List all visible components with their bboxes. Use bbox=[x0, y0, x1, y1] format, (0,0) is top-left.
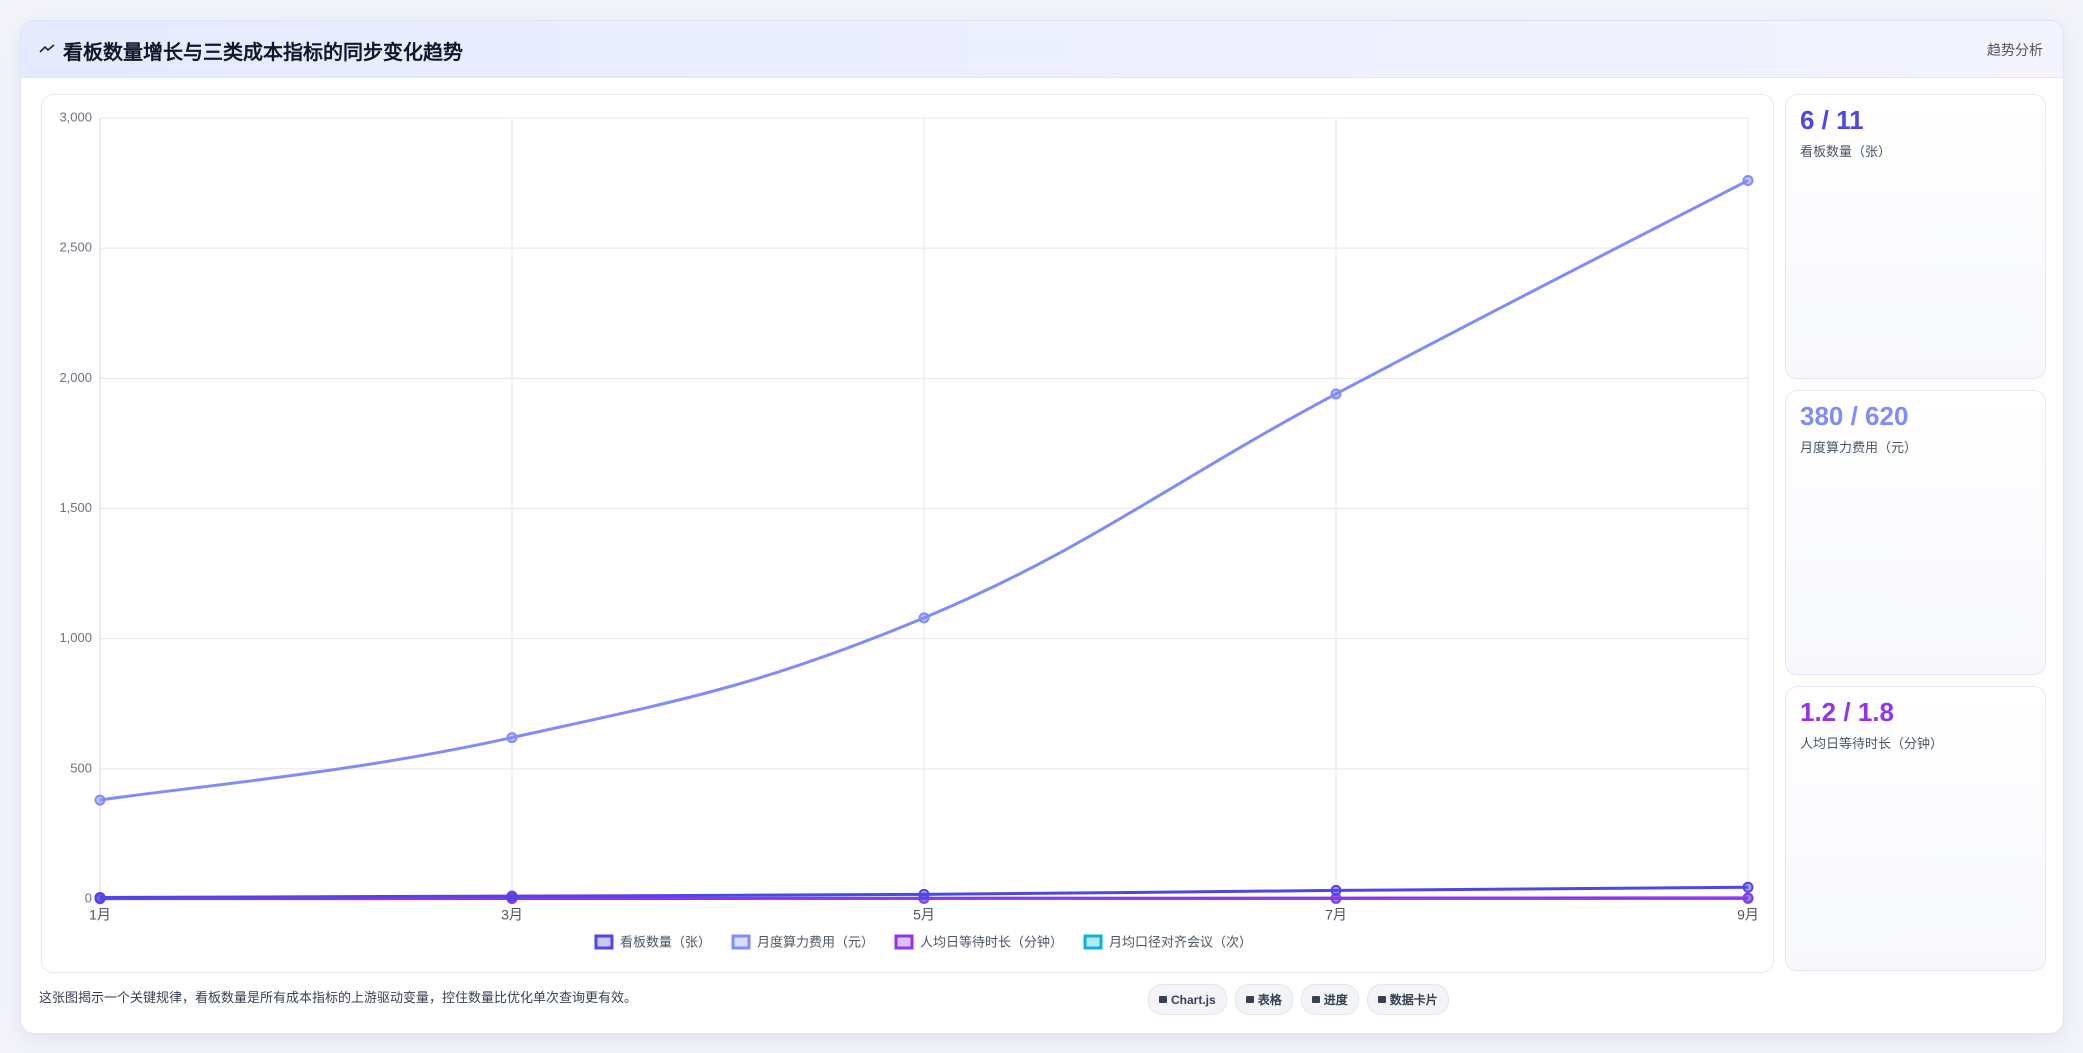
legend-swatch bbox=[894, 934, 914, 950]
y-tick-label: 3,000 bbox=[59, 109, 92, 124]
data-point bbox=[506, 732, 518, 744]
data-point bbox=[506, 890, 518, 902]
legend-swatch bbox=[1083, 934, 1103, 950]
x-tick-label: 3月 bbox=[501, 907, 523, 923]
legend-label: 月均口径对齐会议（次） bbox=[1109, 934, 1252, 949]
stat-label: 人均日等待时长（分钟） bbox=[1800, 736, 1944, 751]
button[interactable]: 数据卡片 bbox=[1366, 984, 1449, 1015]
legend-item: 人均日等待时长（分钟） bbox=[894, 934, 1063, 950]
stat-label: 看板数量（张） bbox=[1800, 144, 1892, 159]
stat-value: 1.2 / 1.8 bbox=[1800, 697, 1894, 727]
legend-label: 人均日等待时长（分钟） bbox=[920, 934, 1063, 949]
x-tick-label: 7月 bbox=[1325, 907, 1347, 923]
y-tick-label: 500 bbox=[70, 760, 92, 775]
legend-item: 月度算力费用（元） bbox=[731, 934, 874, 950]
legend-item: 看板数量（张） bbox=[594, 934, 711, 950]
footer-note: 这张图揭示一个关键规律，看板数量是所有成本指标的上游驱动变量，控住数量比优化单次… bbox=[39, 990, 638, 1005]
data-point bbox=[1330, 388, 1342, 400]
data-point bbox=[918, 612, 930, 624]
header-tag[interactable]: 趋势分析 bbox=[1987, 42, 2043, 58]
legend-swatch bbox=[731, 934, 751, 950]
chart: 0 500 1,000 1,500 2,000 2,500 3,000 1月 3月 5月 7月 9月看… bbox=[59, 109, 1759, 950]
card-header: 看板数量增长与三类成本指标的同步变化趋势 趋势分析 bbox=[21, 21, 2063, 78]
y-tick-label: 2,500 bbox=[59, 240, 92, 255]
button[interactable]: Chart.js bbox=[1148, 984, 1227, 1015]
stat-card: 380 / 620 月度算力费用（元） bbox=[1785, 390, 2046, 675]
button-label: 表格 bbox=[1257, 993, 1282, 1007]
data-point bbox=[918, 888, 930, 900]
title: 看板数量增长与三类成本指标的同步变化趋势 bbox=[63, 42, 463, 64]
y-tick-label: 0 bbox=[85, 890, 92, 905]
button-row: Chart.js 表格 进度 数据卡片 bbox=[1148, 984, 1449, 1015]
legend-label: 月度算力费用（元） bbox=[757, 934, 874, 949]
data-point bbox=[1330, 884, 1342, 896]
data-point bbox=[1742, 881, 1754, 893]
legend: 看板数量（张） 月度算力费用（元） 人均日等待时长（分钟） 月均口径对齐会议（次） bbox=[594, 934, 1252, 950]
x-tick-label: 9月 bbox=[1737, 907, 1759, 923]
button[interactable]: 表格 bbox=[1234, 984, 1293, 1015]
stat-value: 6 / 11 bbox=[1800, 105, 1864, 135]
button-label: 数据卡片 bbox=[1389, 993, 1438, 1007]
button-label: Chart.js bbox=[1171, 992, 1216, 1007]
button[interactable]: 进度 bbox=[1300, 984, 1359, 1015]
x-tick-label: 5月 bbox=[913, 907, 935, 923]
data-point bbox=[1742, 892, 1754, 904]
chart-panel: 0 500 1,000 1,500 2,000 2,500 3,000 1月 3月 5月 7月 9月看… bbox=[41, 94, 1774, 973]
stat-card: 6 / 11 看板数量（张） bbox=[1785, 94, 2046, 379]
x-tick-label: 1月 bbox=[89, 907, 111, 923]
data-point bbox=[1742, 174, 1754, 186]
stat-card: 1.2 / 1.8 人均日等待时长（分钟） bbox=[1785, 686, 2046, 971]
legend-label: 看板数量（张） bbox=[620, 934, 711, 949]
y-tick-label: 2,000 bbox=[59, 370, 92, 385]
legend-item: 月均口径对齐会议（次） bbox=[1083, 934, 1252, 950]
legend-swatch bbox=[594, 934, 614, 950]
y-tick-label: 1,000 bbox=[59, 630, 92, 645]
data-point bbox=[94, 794, 106, 806]
title-icon bbox=[39, 44, 55, 53]
stat-label: 月度算力费用（元） bbox=[1800, 440, 1918, 455]
button-label: 进度 bbox=[1323, 993, 1348, 1007]
data-point bbox=[94, 891, 106, 903]
y-tick-label: 1,500 bbox=[59, 500, 92, 515]
stat-value: 380 / 620 bbox=[1800, 401, 1909, 431]
chart-card: 看板数量增长与三类成本指标的同步变化趋势 趋势分析 0 500 1,000 1,500… bbox=[20, 20, 2064, 1034]
